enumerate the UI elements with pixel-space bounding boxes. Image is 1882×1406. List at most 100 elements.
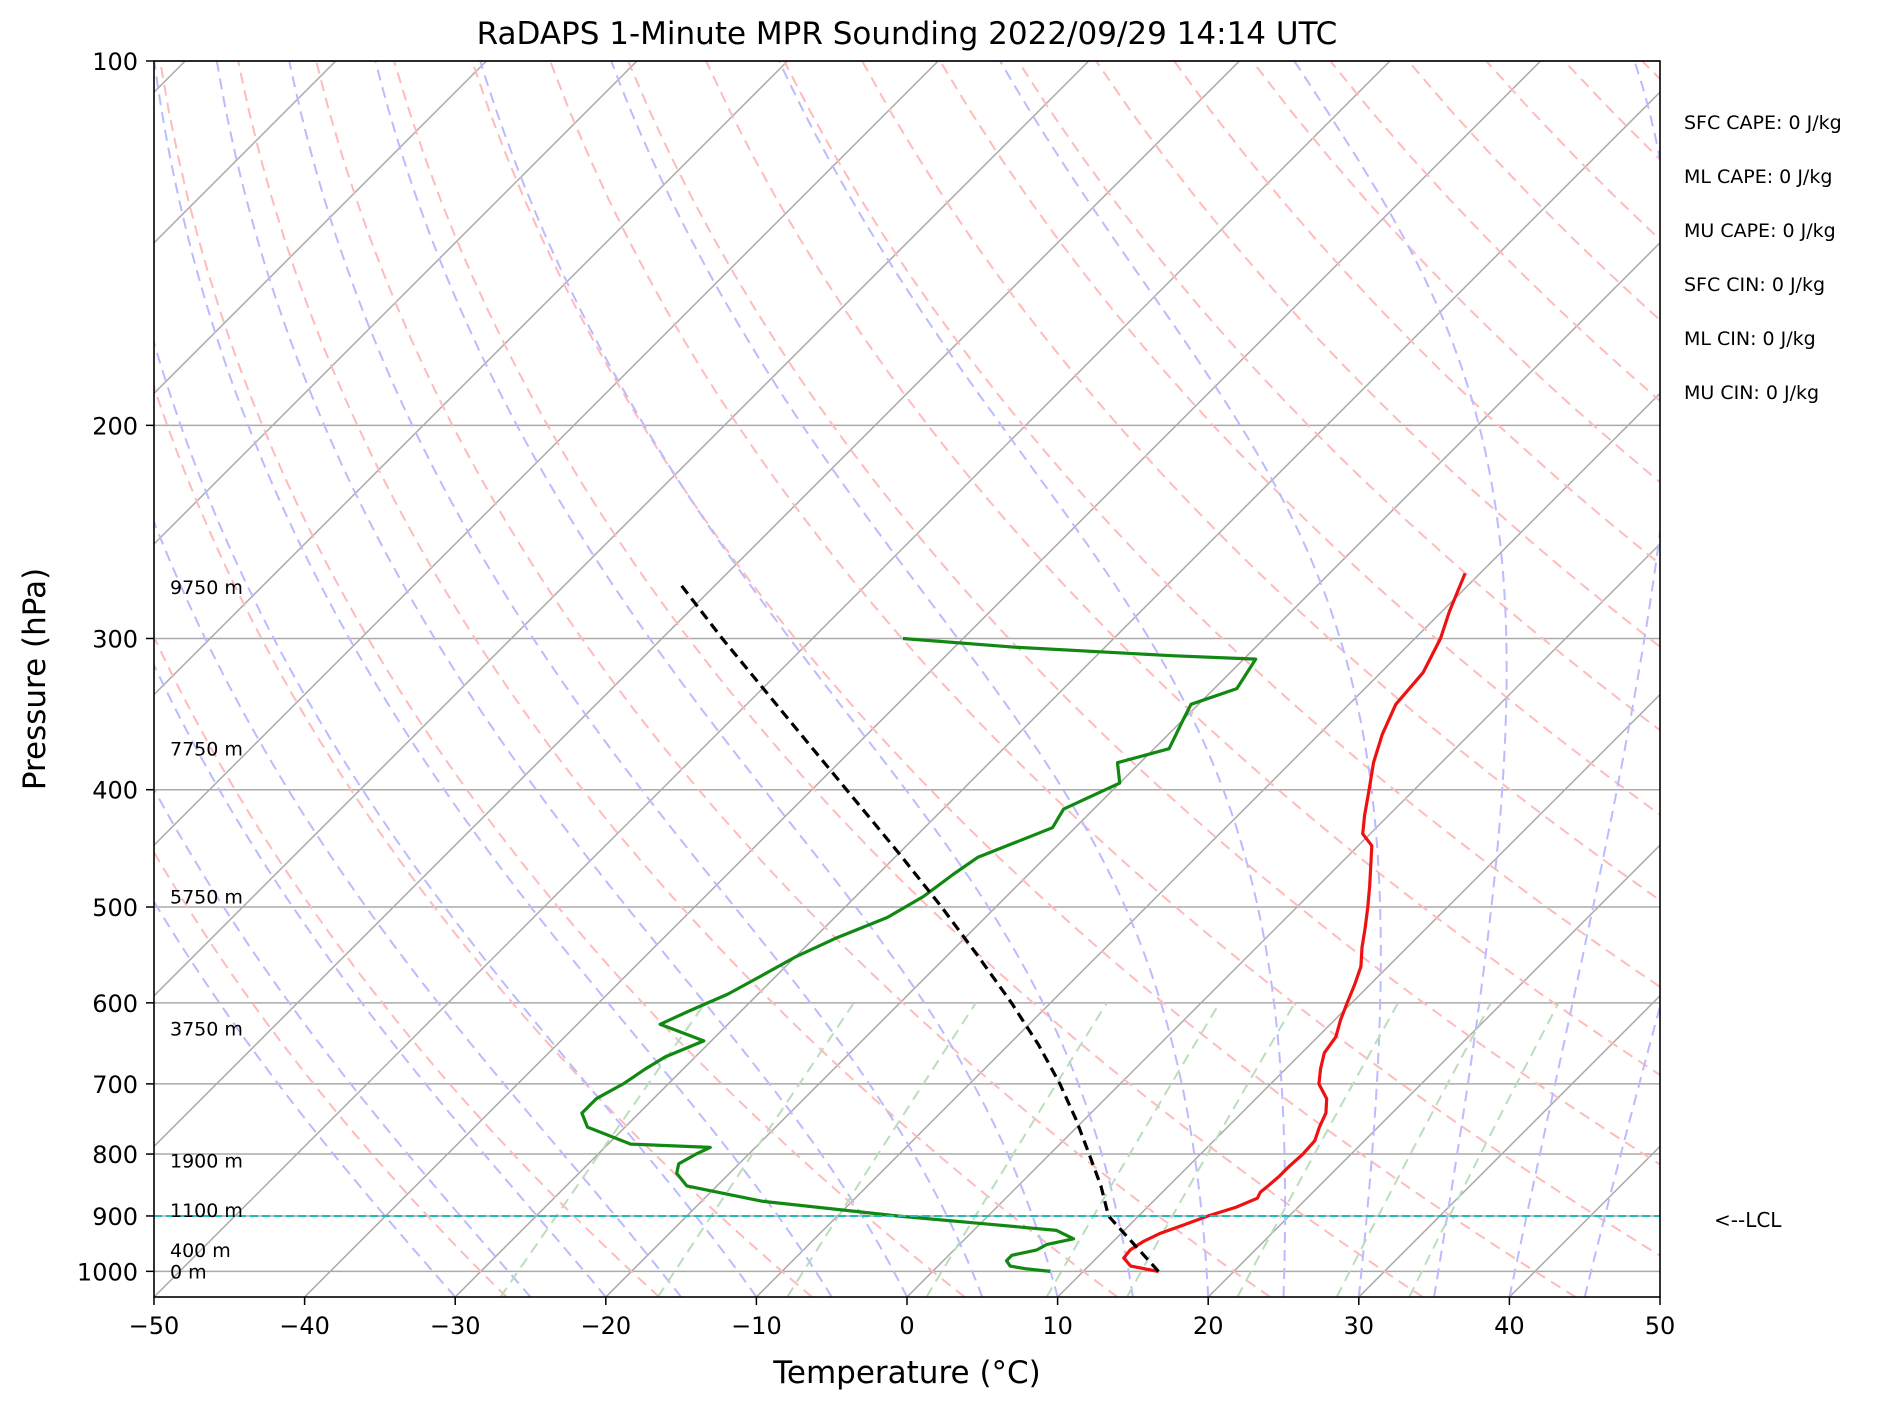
dry-adiabat-line [315, 61, 1271, 1297]
moist-adiabat-line [778, 61, 1287, 1297]
index-label: ML CAPE: 0 J/kg [1684, 166, 1832, 188]
lcl-line-group: <--LCL [154, 1208, 1782, 1232]
dry-adiabat-line [861, 61, 1660, 902]
y-tick-label: 100 [92, 48, 138, 76]
dry-adiabat-line [549, 61, 1660, 1257]
lcl-label: <--LCL [1714, 1208, 1782, 1232]
mixing-ratio-line [1236, 1002, 1400, 1297]
mixing-ratio-line [925, 1002, 1108, 1297]
moist-adiabat-line [154, 899, 456, 1297]
mixing-ratio-line [1126, 1002, 1296, 1297]
moist-adiabat-line [610, 61, 1210, 1297]
y-axis-label: Pressure (hPa) [17, 568, 53, 790]
moist-adiabat-line [999, 61, 1382, 1297]
height-label: 1100 m [170, 1200, 243, 1222]
dry-adiabat-line [237, 61, 1119, 1297]
stability-indices: SFC CAPE: 0 J/kg ML CAPE: 0 J/kg MU CAPE: … [1684, 112, 1842, 404]
y-tick-label: 700 [92, 1071, 138, 1099]
x-tick-label: 50 [1645, 1312, 1676, 1340]
isotherm-line [154, 61, 487, 395]
dry-adiabat-line [154, 383, 813, 1297]
height-label: 5750 m [170, 886, 243, 908]
y-tick-label: 600 [92, 990, 138, 1018]
isotherm-line [304, 61, 1542, 1297]
isotherm-line [454, 91, 1660, 1297]
dewpoint-line [580, 636, 1258, 1273]
height-label: 1900 m [170, 1151, 243, 1173]
moist-adiabat-line [479, 61, 1134, 1297]
dry-adiabat-line [1173, 61, 1660, 566]
moist-adiabat-line [288, 61, 984, 1297]
y-tick-label: 1000 [77, 1258, 138, 1286]
y-tick-label: 400 [92, 777, 138, 805]
height-label: 9750 m [170, 577, 243, 599]
dry-adiabat-line [154, 634, 660, 1297]
chart-title: RaDAPS 1-Minute MPR Sounding 2022/09/29 … [477, 16, 1338, 52]
x-tick-label: 10 [1042, 1312, 1073, 1340]
mixing-ratio-line [786, 1002, 977, 1297]
moist-adiabat-line [154, 787, 532, 1297]
mixing-ratio-line [1408, 1002, 1560, 1297]
height-label: 400 m [170, 1240, 231, 1262]
dry-adiabat-line [705, 61, 1660, 1077]
y-axis-ticks: 100 200 300 400 500 600 700 800 900 1000 [77, 48, 154, 1286]
isotherm-line [906, 542, 1660, 1297]
x-tick-label: 30 [1344, 1312, 1375, 1340]
mixing-ratio-line [1335, 1002, 1492, 1297]
moist-adiabat-line [154, 339, 758, 1297]
x-axis-label: Temperature (°C) [772, 1355, 1041, 1391]
moist-adiabat-line [154, 662, 607, 1297]
dry-adiabat-line [471, 61, 1577, 1297]
x-tick-label: −20 [580, 1312, 631, 1340]
isotherm-line [154, 61, 1240, 1148]
x-axis-ticks: −50 −40 −30 −20 −10 0 10 20 30 40 50 [129, 1297, 1676, 1340]
temperature-line [1122, 572, 1467, 1273]
parcel-line [678, 582, 1160, 1273]
x-tick-label: −40 [279, 1312, 330, 1340]
height-label: 3750 m [170, 1018, 243, 1040]
dry-adiabat-line [783, 61, 1660, 989]
dry-adiabat-line [393, 61, 1424, 1297]
isotherm-line [154, 61, 638, 546]
isotherm-line [1057, 693, 1660, 1297]
mixing-ratio-line [499, 1002, 707, 1297]
isotherm-line [1358, 994, 1660, 1297]
index-label: SFC CAPE: 0 J/kg [1684, 112, 1842, 134]
index-label: ML CIN: 0 J/kg [1684, 328, 1816, 350]
y-tick-label: 300 [92, 625, 138, 653]
y-tick-label: 800 [92, 1141, 138, 1169]
moist-adiabat-line [154, 519, 682, 1297]
index-label: SFC CIN: 0 J/kg [1684, 274, 1825, 296]
index-label: MU CIN: 0 J/kg [1684, 382, 1819, 404]
y-tick-label: 500 [92, 894, 138, 922]
dry-adiabat-line [627, 61, 1660, 1166]
dry-adiabat-line [154, 850, 508, 1297]
isotherm-line [755, 392, 1660, 1297]
moist-adiabat-line [1293, 61, 1508, 1297]
dry-adiabat-line [1017, 61, 1660, 732]
height-label: 0 m [170, 1261, 207, 1283]
x-tick-label: 40 [1494, 1312, 1525, 1340]
sounding-series [580, 572, 1467, 1273]
y-tick-label: 900 [92, 1203, 138, 1231]
index-label: MU CAPE: 0 J/kg [1684, 220, 1836, 242]
height-label: 7750 m [170, 739, 243, 761]
x-tick-label: −30 [430, 1312, 481, 1340]
isotherm-line [154, 61, 789, 696]
moist-adiabat-line [374, 61, 1059, 1297]
x-tick-label: −10 [731, 1312, 782, 1340]
x-tick-label: −50 [129, 1312, 180, 1340]
isotherm-line [605, 241, 1660, 1297]
moist-adiabat-line [154, 61, 833, 1297]
mixing-ratio-line [1045, 1002, 1221, 1297]
isotherm-line [154, 61, 1391, 1297]
isotherm-line [154, 61, 939, 847]
isotherm-line [154, 61, 1090, 997]
y-tick-label: 200 [92, 412, 138, 440]
x-tick-label: 0 [899, 1312, 914, 1340]
x-tick-label: 20 [1193, 1312, 1224, 1340]
background-thermo-lines [154, 61, 1660, 1297]
mixing-ratio-line [656, 1002, 855, 1297]
